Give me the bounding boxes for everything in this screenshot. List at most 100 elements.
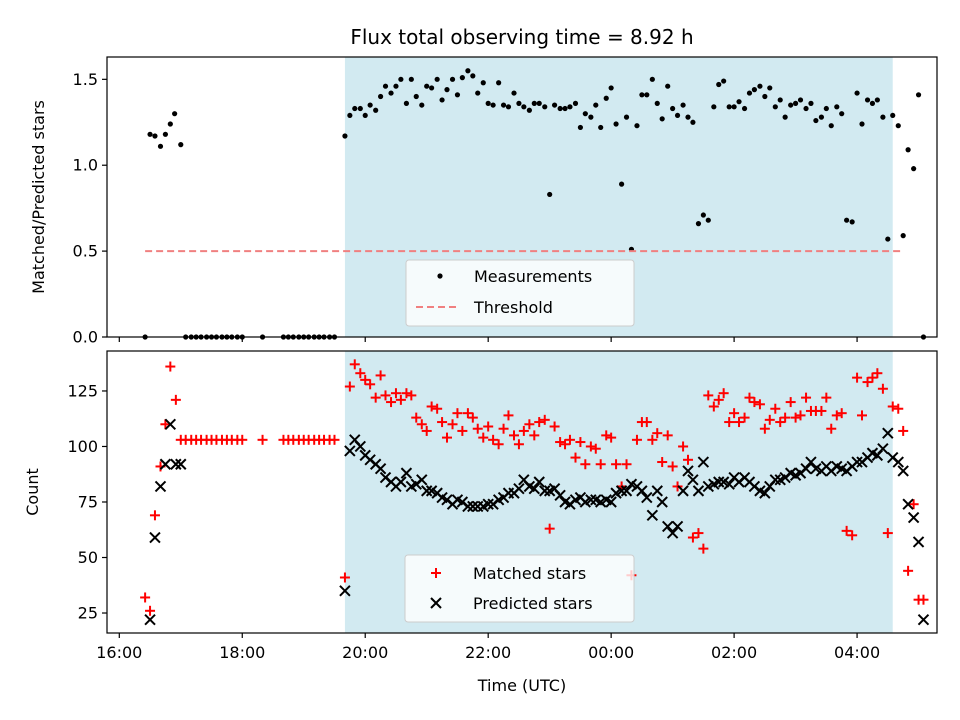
measurement-point xyxy=(792,100,799,106)
predicted-star-point xyxy=(467,500,479,513)
measurement-point xyxy=(854,90,860,96)
predicted-star-point xyxy=(554,489,566,502)
measurement-point xyxy=(526,107,532,113)
predicted-star-point xyxy=(897,465,909,477)
measurement-point xyxy=(772,104,778,110)
matched-star-point xyxy=(780,412,791,423)
x-tick-label: 16:00 xyxy=(96,643,142,662)
matched-star-point xyxy=(606,432,617,443)
y-tick-label: 75 xyxy=(78,492,98,511)
measurement-point xyxy=(505,104,512,110)
bottom-legend: Matched stars Predicted stars xyxy=(404,554,635,623)
matched-star-point xyxy=(564,434,575,445)
matched-star-point xyxy=(647,434,658,445)
predicted-star-point xyxy=(892,456,904,468)
measurement-point xyxy=(726,104,732,110)
matched-star-point xyxy=(641,417,652,428)
measurement-point xyxy=(373,107,379,113)
matched-star-point xyxy=(329,434,340,445)
measurements-legend-marker xyxy=(437,273,443,279)
measurement-point xyxy=(147,131,153,137)
measurement-point xyxy=(608,85,614,91)
predicted-star-point xyxy=(646,509,659,522)
predicted-star-point xyxy=(528,482,541,495)
measurement-point xyxy=(413,93,419,100)
measurement-point xyxy=(721,78,727,84)
matched-star-point xyxy=(754,399,765,410)
top-x-ticks xyxy=(118,337,858,342)
matched-star-point xyxy=(360,374,371,385)
matched-star-point xyxy=(549,421,560,432)
matched-star-point xyxy=(862,377,873,388)
measurement-point xyxy=(388,90,394,96)
measurement-point xyxy=(844,217,850,223)
matched-star-point xyxy=(841,525,852,536)
matched-star-point xyxy=(452,408,463,419)
measurement-point xyxy=(547,191,553,198)
chart-title: Flux total observing time = 8.92 h xyxy=(350,25,693,49)
matched-star-point xyxy=(560,439,571,450)
predicted-star-points xyxy=(144,418,930,626)
matched-star-point xyxy=(683,454,693,465)
legend-plus xyxy=(431,568,441,578)
predicted-star-point xyxy=(877,442,889,455)
matched-star-point xyxy=(145,605,156,616)
matched-star-point xyxy=(590,443,601,454)
matched-star-point xyxy=(595,459,606,470)
predicted-star-point xyxy=(662,520,674,533)
measurement-point xyxy=(367,102,373,108)
measurement-point xyxy=(408,76,414,82)
measurement-point xyxy=(705,217,711,223)
measurement-point xyxy=(864,97,871,103)
matched-star-point xyxy=(472,423,483,434)
y-tick-label: 1.0 xyxy=(73,156,98,175)
matched-star-point xyxy=(555,437,566,448)
matched-star-point xyxy=(411,412,422,423)
matched-star-point xyxy=(395,394,406,405)
matched-star-point xyxy=(713,394,724,405)
measurement-point xyxy=(767,85,773,91)
measurement-point xyxy=(480,80,486,86)
bottom-axes: 25 50 75 100 125 16:00 18:00 20:00 22:00 00:00 02… xyxy=(23,350,938,695)
predicted-star-point xyxy=(697,456,710,468)
measurement-point xyxy=(531,100,537,106)
matched-star-point xyxy=(657,457,668,468)
measurement-point xyxy=(598,124,604,131)
measurement-point xyxy=(403,100,410,106)
matched-star-point xyxy=(744,392,755,403)
matched-star-point xyxy=(903,565,914,576)
measurements-legend-label: Measurements xyxy=(474,267,592,286)
measurement-point xyxy=(839,111,845,117)
matched-star-point xyxy=(441,432,452,443)
predicted-star-point xyxy=(636,485,648,497)
measurement-point xyxy=(762,93,768,100)
matched-star-point xyxy=(877,383,888,394)
threshold-legend-label: Threshold xyxy=(473,298,553,317)
predicted-star-point xyxy=(416,474,428,486)
measurement-point xyxy=(685,114,691,120)
x-tick-label: 02:00 xyxy=(711,643,757,662)
matched-star-point xyxy=(652,428,663,439)
predicted-legend-marker xyxy=(430,597,442,609)
measurement-point xyxy=(377,93,384,100)
measurement-point xyxy=(393,83,399,89)
predicted-star-point xyxy=(344,445,356,457)
measurement-point xyxy=(874,97,880,103)
measurement-point xyxy=(803,105,809,112)
measurement-point xyxy=(536,100,542,106)
measurement-point xyxy=(813,117,819,124)
measurement-point xyxy=(496,80,502,86)
measurement-point xyxy=(178,142,184,148)
predicted-star-point xyxy=(805,456,817,468)
measurement-point xyxy=(444,87,450,93)
measurement-point xyxy=(567,104,573,110)
matched-star-point xyxy=(160,419,171,430)
matched-star-point xyxy=(882,528,893,539)
matched-star-point xyxy=(801,392,812,403)
measurement-point xyxy=(398,76,404,82)
predicted-star-point xyxy=(687,474,699,486)
measurement-point xyxy=(849,219,855,225)
predicted-star-point xyxy=(175,458,187,470)
measurement-point xyxy=(644,92,650,98)
matched-star-point xyxy=(421,425,432,436)
